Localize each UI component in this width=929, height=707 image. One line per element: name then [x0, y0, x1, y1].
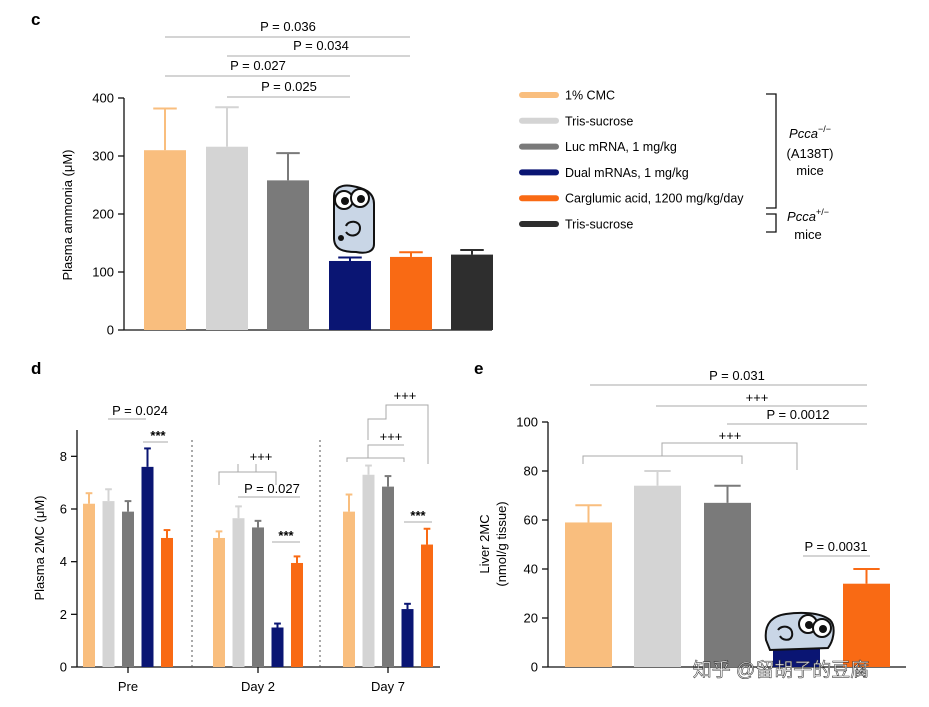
- c-annotation-p027: P = 0.027: [230, 58, 286, 73]
- e-annotation-p0031: P = 0.0031: [804, 539, 867, 554]
- e-bar-0: [565, 522, 612, 667]
- c-annotation-p034: P = 0.034: [293, 38, 349, 53]
- c-bar-3: [329, 260, 371, 330]
- panel-e-ylabel-line1: Liver 2MC: [477, 514, 492, 573]
- legend-label-2: Luc mRNA, 1 mg/kg: [565, 140, 677, 154]
- panel-c-chart: Plasma ammonia (μM) 0 100 200 300 400 P = 0.…: [60, 19, 493, 338]
- mascot-illustration-2: [764, 611, 835, 652]
- c-ytick-label-1: 100: [92, 265, 114, 280]
- panel-e-ylabel-line2: (nmol/g tissue): [494, 501, 509, 586]
- d-ytick-label-4: 8: [60, 449, 67, 464]
- d-bar-2-3: [401, 609, 414, 667]
- c-ytick-label-3: 300: [92, 149, 114, 164]
- c-bar-4: [390, 256, 432, 330]
- d-annotation-pre-p024: P = 0.024: [112, 403, 168, 418]
- d-bracket-day2-plus: [218, 471, 277, 485]
- d-bar-1-0: [213, 537, 225, 667]
- legend-genotype-1-line1: Pcca−/−: [789, 124, 831, 141]
- legend-genotype-1-line3: mice: [796, 163, 823, 178]
- e-ytick-label-2: 40: [524, 562, 538, 577]
- e-ytick-label-3: 60: [524, 513, 538, 528]
- e-ytick-label-0: 0: [531, 660, 538, 675]
- d-bracket-day7-upper: [367, 404, 429, 464]
- e-bracket-plus-lower: [582, 455, 743, 464]
- d-bar-0-4: [161, 537, 173, 667]
- d-annotation-pre-stars: ***: [150, 428, 166, 443]
- panel-d-ylabel: Plasma 2MC (μM): [32, 496, 47, 601]
- legend-genotype-2-line2: mice: [794, 227, 821, 242]
- d-bar-0-0: [83, 503, 95, 667]
- d-ytick-label-3: 6: [60, 502, 67, 517]
- d-bar-1-1: [232, 518, 245, 667]
- e-bar-1: [634, 485, 681, 667]
- panel-label-d: d: [31, 359, 41, 378]
- e-annotation-plus-lower: +++: [719, 428, 742, 443]
- panel-label-c: c: [31, 10, 40, 29]
- e-annotation-plus-upper: +++: [746, 390, 769, 405]
- legend-label-3: Dual mRNAs, 1 mg/kg: [565, 166, 689, 180]
- d-annotation-day7-plus-top: +++: [394, 388, 417, 403]
- c-bar-5: [451, 254, 493, 330]
- e-ytick-label-4: 80: [524, 464, 538, 479]
- c-bar-2: [267, 180, 309, 330]
- d-category-label-0: Pre: [118, 679, 138, 694]
- d-bar-2-4: [421, 544, 433, 667]
- d-ytick-label-1: 2: [60, 607, 67, 622]
- d-bar-1-3: [271, 627, 284, 667]
- d-annotation-day7-stars: ***: [410, 508, 426, 523]
- d-bar-0-3: [141, 466, 154, 667]
- legend-genotype-brackets: Pcca−/− (A138T) mice Pcca+/− mice: [766, 93, 834, 242]
- e-bar-4: [843, 583, 890, 667]
- e-annotation-p031: P = 0.031: [709, 368, 765, 383]
- c-bar-0: [144, 150, 186, 330]
- e-bar-2: [704, 502, 751, 667]
- legend-label-5: Tris-sucrose: [565, 218, 633, 232]
- watermark-text: 知乎 @留胡子的豆腐: [693, 659, 870, 681]
- d-bar-2-0: [343, 511, 355, 667]
- panel-c-ylabel: Plasma ammonia (μM): [60, 149, 75, 280]
- panel-d-chart: Plasma 2MC (μM) 0 2 4 6 8 Pre Day 2 Day 7 P = …: [32, 388, 440, 694]
- c-ytick-label-2: 200: [92, 207, 114, 222]
- c-annotation-p036: P = 0.036: [260, 19, 316, 34]
- d-bar-0-1: [102, 501, 115, 667]
- d-category-label-2: Day 7: [371, 679, 405, 694]
- d-annotation-day2-p027: P = 0.027: [244, 481, 300, 496]
- legend-label-0: 1% CMC: [565, 89, 615, 103]
- legend-label-1: Tris-sucrose: [565, 114, 633, 128]
- d-annotation-day2-stars: ***: [278, 528, 294, 543]
- d-bar-2-2: [382, 486, 394, 667]
- e-ytick-label-1: 20: [524, 611, 538, 626]
- d-ytick-label-2: 4: [60, 554, 67, 569]
- d-category-label-1: Day 2: [241, 679, 275, 694]
- legend-label-4: Carglumic acid, 1200 mg/kg/day: [565, 192, 744, 206]
- c-ytick-label-0: 0: [107, 323, 114, 338]
- d-bar-2-1: [362, 474, 375, 667]
- c-ytick-label-4: 400: [92, 91, 114, 106]
- e-ytick-label-5: 100: [516, 415, 538, 430]
- d-bar-1-4: [291, 562, 303, 667]
- mascot-illustration: [333, 184, 375, 254]
- d-bar-0-2: [122, 511, 134, 667]
- legend: 1% CMC Tris-sucrose Luc mRNA, 1 mg/kg Dual …: [519, 89, 744, 232]
- d-annotation-day2-plus: +++: [250, 449, 273, 464]
- d-bar-1-2: [252, 527, 264, 667]
- c-annotation-p025: P = 0.025: [261, 79, 317, 94]
- panel-e-chart: Liver 2MC (nmol/g tissue) 0 20 40 60 80 100 P…: [477, 368, 906, 675]
- legend-genotype-1-line2: (A138T): [787, 146, 834, 161]
- c-bar-1: [206, 146, 248, 330]
- d-ytick-label-0: 0: [60, 660, 67, 675]
- panel-label-e: e: [474, 359, 483, 378]
- d-bracket-day7-lower: [346, 457, 405, 462]
- e-annotation-p0012: P = 0.0012: [766, 407, 829, 422]
- d-annotation-day7-plus-middle: +++: [380, 429, 403, 444]
- legend-genotype-2-line1: Pcca+/−: [787, 207, 829, 224]
